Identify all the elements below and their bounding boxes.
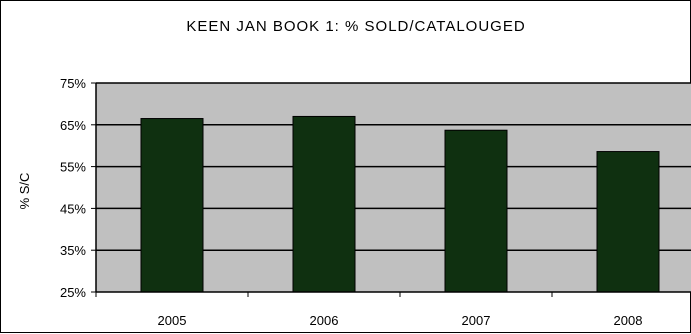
y-tick-label: 35%	[60, 243, 86, 258]
axes	[91, 82, 691, 297]
y-tick-label: 25%	[60, 285, 86, 300]
y-tick-label: 65%	[60, 118, 86, 133]
bar-2005	[140, 118, 204, 293]
y-tick-labels: 25% 35% 45% 55% 65% 75%	[60, 76, 86, 300]
y-axis-title: % S/C	[17, 173, 32, 210]
x-tick-label-2006: 2006	[310, 313, 339, 328]
x-tick-label-2008: 2008	[614, 313, 643, 328]
x-tick-label-2005: 2005	[158, 313, 187, 328]
bars	[140, 115, 660, 293]
x-tick-labels: 2005 2006 2007 2008	[158, 313, 643, 328]
y-tick-label: 45%	[60, 201, 86, 216]
y-tick-label: 75%	[60, 76, 86, 91]
y-tick-label: 55%	[60, 160, 86, 175]
chart-title: KEEN JAN BOOK 1: % SOLD/CATALOUGED	[186, 18, 525, 35]
bar-2008	[596, 151, 660, 293]
bar-2007	[444, 129, 508, 293]
x-tick-label-2007: 2007	[462, 313, 491, 328]
bar-2006	[292, 115, 356, 293]
